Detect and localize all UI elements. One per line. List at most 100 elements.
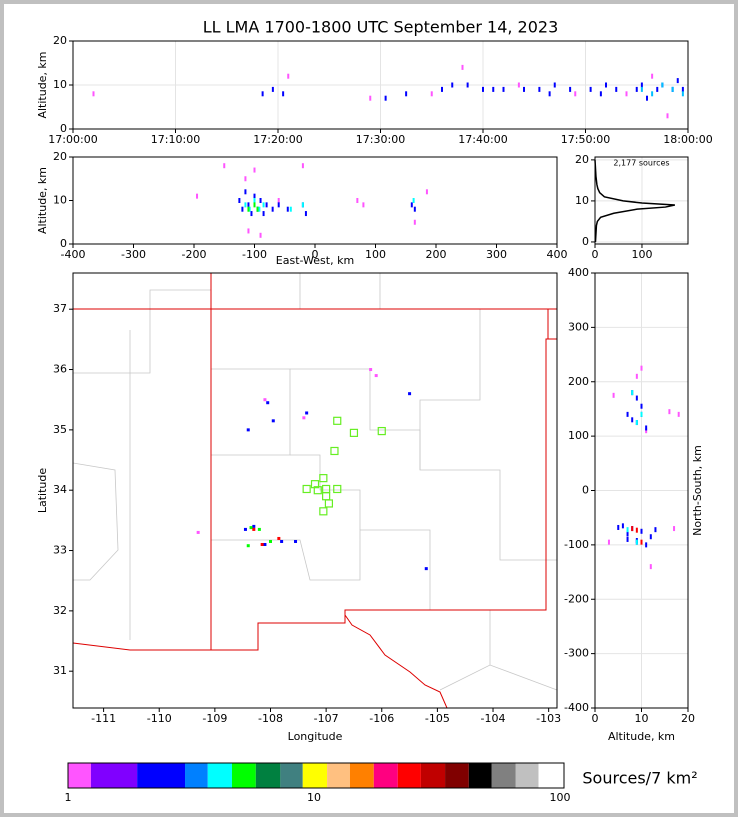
source-point: [635, 420, 638, 426]
y-tick-label: 34: [53, 483, 67, 496]
colorbar-segment: [445, 763, 469, 788]
y-tick-label: 10: [575, 194, 589, 207]
colorbar-segment: [491, 763, 516, 788]
y-tick-label: 300: [568, 320, 589, 333]
profile-line: [594, 159, 676, 242]
source-point: [277, 198, 280, 203]
axes-frame: [72, 272, 558, 709]
source-point: [649, 564, 652, 570]
source-point: [645, 428, 648, 434]
source-point: [384, 95, 387, 101]
station: [319, 474, 328, 483]
source-point: [280, 539, 284, 543]
source-point: [635, 527, 638, 533]
x-tick-label: 10: [635, 712, 649, 725]
source-point: [302, 416, 306, 420]
source-point: [246, 428, 250, 432]
source-point: [668, 409, 671, 415]
y-tick-label: 400: [568, 266, 589, 279]
colorbar-segment: [68, 763, 91, 788]
y-tick-label: -300: [564, 647, 589, 660]
county-line: [211, 529, 431, 610]
source-point: [259, 232, 262, 238]
station: [333, 484, 342, 494]
x-tick-label: 1: [65, 791, 72, 804]
source-point: [441, 86, 443, 92]
source-point: [252, 524, 256, 528]
source-point: [374, 374, 378, 378]
source-point: [253, 167, 256, 173]
colorbar-segment: [280, 763, 303, 788]
x-tick-label: 400: [547, 248, 568, 261]
source-point: [635, 395, 638, 401]
source-point: [410, 202, 413, 208]
source-point: [640, 539, 643, 545]
colorbar-segment: [349, 763, 374, 788]
x-tick-label: -110: [147, 712, 172, 725]
colorbar-segment: [397, 763, 421, 788]
y-tick-label: -100: [564, 538, 589, 551]
y-tick-label: 10: [53, 78, 67, 91]
colorbar-segment: [207, 763, 232, 788]
colorbar-segment: [515, 763, 539, 788]
y-tick-label: 35: [53, 423, 67, 436]
source-point: [253, 202, 256, 208]
source-point: [635, 373, 638, 379]
source-point: [640, 528, 643, 534]
source-point: [425, 189, 428, 195]
y-tick-label: 10: [53, 194, 67, 207]
annotation: 2,177 sources: [613, 159, 669, 168]
axes-frame: [594, 272, 689, 709]
county-line: [419, 309, 481, 470]
source-point: [626, 527, 629, 533]
station: [310, 480, 320, 489]
source-point: [502, 86, 505, 92]
colorbar-segment: [468, 763, 492, 788]
chart-title: LL LMA 1700-1800 UTC September 14, 2023: [203, 18, 559, 37]
source-point: [461, 64, 464, 70]
source-point: [252, 527, 256, 531]
source-point: [640, 411, 643, 417]
source-point: [569, 86, 572, 92]
state-border: [72, 309, 549, 651]
source-point: [92, 91, 95, 97]
axes-frame: [594, 156, 689, 245]
source-point: [253, 198, 256, 203]
source-point: [640, 82, 643, 88]
station: [324, 499, 334, 508]
county-line: [73, 289, 211, 374]
y-tick-label: 20: [53, 150, 67, 163]
x-tick-label: -106: [369, 712, 394, 725]
source-point: [196, 193, 199, 199]
y-tick-label: 20: [53, 34, 67, 47]
station: [319, 507, 328, 516]
x-tick-label: 20: [681, 712, 695, 725]
source-point: [286, 206, 289, 212]
source-point: [247, 202, 250, 208]
source-point: [250, 211, 253, 217]
source-point: [246, 544, 250, 548]
source-point: [451, 82, 454, 88]
x-tick-label: -111: [91, 712, 116, 725]
source-point: [645, 542, 648, 548]
y-tick-label: 33: [53, 544, 67, 557]
colorbar-label: Sources/7 km²: [582, 769, 697, 788]
station: [377, 426, 386, 436]
x-tick-label: -100: [242, 248, 267, 261]
x-tick-label: -104: [481, 712, 506, 725]
y-tick-label: 31: [53, 664, 67, 677]
y-tick-label: 20: [575, 153, 589, 166]
y-tick-label: 32: [53, 604, 67, 617]
source-point: [265, 202, 268, 208]
county-line: [290, 454, 361, 530]
source-point: [263, 398, 267, 402]
source-point: [492, 86, 495, 92]
station: [349, 428, 359, 437]
x-tick-label: -107: [314, 712, 339, 725]
source-point: [249, 526, 253, 530]
source-point: [553, 82, 556, 88]
station: [313, 486, 322, 495]
source-point: [259, 198, 262, 203]
